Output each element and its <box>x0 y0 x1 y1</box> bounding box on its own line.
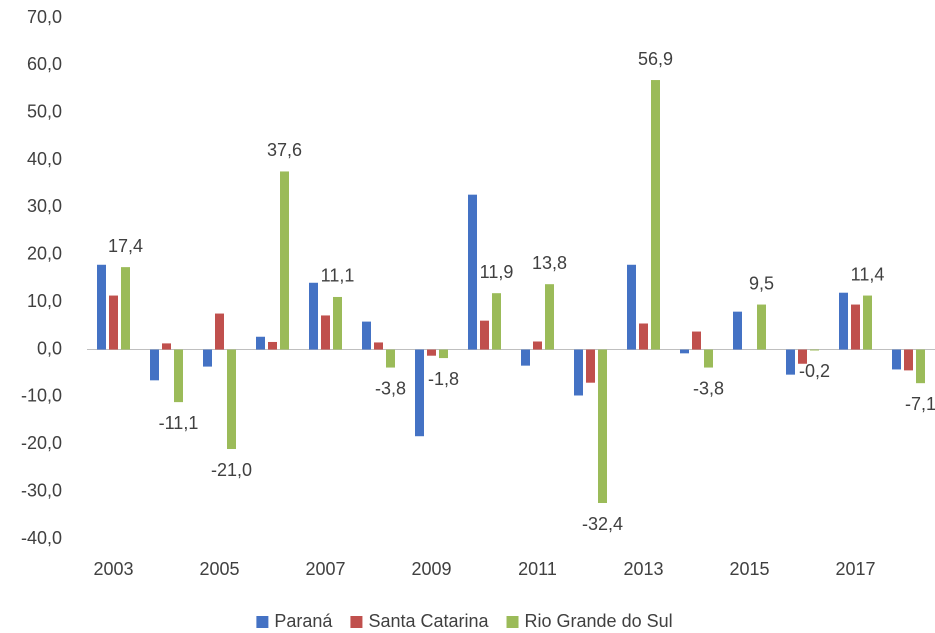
bar <box>162 343 171 350</box>
x-tick-label: 2005 <box>199 559 239 579</box>
bar <box>333 296 342 350</box>
legend-swatch <box>256 616 269 628</box>
bar <box>439 349 448 359</box>
y-tick-label: -10,0 <box>21 386 62 406</box>
bar <box>586 349 595 383</box>
x-tick-label: 2017 <box>835 559 875 579</box>
bar <box>521 349 530 366</box>
bar <box>227 349 236 450</box>
data-label: -21,0 <box>211 460 252 480</box>
bar <box>651 80 660 350</box>
y-tick-label: 0,0 <box>37 338 62 358</box>
y-tick-label: -40,0 <box>21 528 62 548</box>
bar <box>851 304 860 350</box>
bar <box>427 349 436 356</box>
y-tick-label: 10,0 <box>27 291 62 311</box>
data-label: -7,1 <box>905 394 935 414</box>
data-label: 13,8 <box>532 253 567 273</box>
data-label: 17,4 <box>108 236 143 256</box>
bar <box>545 284 554 350</box>
bar <box>574 349 583 396</box>
bar <box>150 349 159 381</box>
bar <box>786 349 795 375</box>
bar <box>533 341 542 350</box>
bar <box>839 292 848 350</box>
data-label: -1,8 <box>428 369 459 389</box>
legend-label: Paraná <box>274 611 333 631</box>
bar <box>757 304 766 350</box>
y-tick-label: 40,0 <box>27 149 62 169</box>
bar <box>268 341 277 350</box>
data-label: 56,9 <box>638 49 673 69</box>
bar <box>810 349 819 351</box>
bar <box>733 311 742 350</box>
bar <box>215 313 224 350</box>
bar <box>97 264 106 350</box>
bar <box>598 349 607 504</box>
y-tick-label: -30,0 <box>21 480 62 500</box>
data-label: -3,8 <box>693 378 724 398</box>
data-label: 11,9 <box>480 262 514 282</box>
bar <box>309 282 318 350</box>
bar <box>904 349 913 371</box>
bar <box>321 315 330 350</box>
bar <box>492 293 501 350</box>
bar <box>680 349 689 354</box>
bar <box>916 349 925 384</box>
bar <box>121 267 130 350</box>
x-tick-label: 2015 <box>729 559 769 579</box>
bar <box>203 349 212 367</box>
bar <box>468 194 477 350</box>
data-label: 11,4 <box>851 264 885 284</box>
x-tick-label: 2003 <box>93 559 133 579</box>
legend-label: Santa Catarina <box>368 611 489 631</box>
y-tick-label: -20,0 <box>21 433 62 453</box>
legend-swatch <box>506 616 519 628</box>
y-tick-label: 50,0 <box>27 101 62 121</box>
data-label: -11,1 <box>159 413 199 433</box>
bar <box>639 323 648 350</box>
bar <box>798 349 807 364</box>
bar <box>256 336 265 350</box>
x-tick-label: 2007 <box>305 559 345 579</box>
data-label: 37,6 <box>267 140 302 160</box>
y-tick-label: 30,0 <box>27 196 62 216</box>
bar <box>109 295 118 350</box>
x-tick-label: 2013 <box>623 559 663 579</box>
bar <box>415 349 424 437</box>
data-label: -3,8 <box>375 378 406 398</box>
bar <box>480 320 489 350</box>
y-tick-label: 20,0 <box>27 244 62 264</box>
bar <box>892 349 901 370</box>
bar <box>374 342 383 350</box>
y-tick-label: 70,0 <box>27 7 62 27</box>
data-label: 9,5 <box>749 273 774 293</box>
x-tick-label: 2011 <box>518 559 557 579</box>
bar <box>863 295 872 350</box>
bar <box>386 349 395 368</box>
x-tick-label: 2009 <box>411 559 451 579</box>
bar <box>280 171 289 350</box>
data-label: 11,1 <box>321 266 355 286</box>
legend-label: Rio Grande do Sul <box>525 611 673 631</box>
data-label: -32,4 <box>582 514 623 534</box>
bar <box>362 321 371 350</box>
data-label: -0,2 <box>799 361 830 381</box>
bar <box>627 264 636 350</box>
legend-swatch <box>350 616 363 628</box>
bar <box>692 331 701 350</box>
bar <box>174 349 183 403</box>
bar <box>704 349 713 368</box>
y-tick-label: 60,0 <box>27 54 62 74</box>
